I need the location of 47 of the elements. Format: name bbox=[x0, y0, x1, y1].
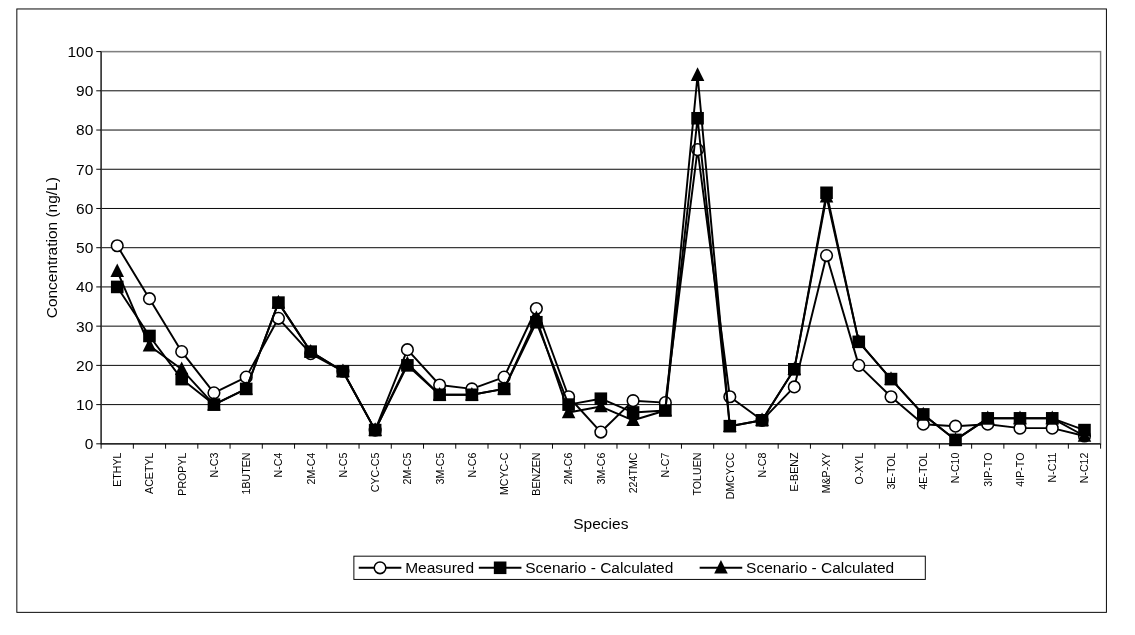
x-tick-label: MCYC-C bbox=[498, 452, 510, 496]
x-tick-label: TOLUEN bbox=[691, 452, 704, 496]
x-tick-label: PROPYL bbox=[175, 452, 188, 496]
legend-label: Scenario - Calculated bbox=[746, 559, 895, 577]
legend-label: Measured bbox=[405, 559, 475, 577]
x-tick-label: E-BENZ bbox=[788, 452, 801, 492]
x-tick-label: N-C11 bbox=[1046, 452, 1059, 483]
x-tick-label: DMCYCC bbox=[723, 452, 736, 500]
y-tick-label: 100 bbox=[67, 43, 94, 61]
x-tick-label: ACETYL bbox=[143, 452, 156, 494]
y-tick-label: 70 bbox=[76, 160, 94, 178]
y-tick-label: 40 bbox=[76, 278, 94, 296]
x-tick-label: 3IP-TO bbox=[981, 452, 994, 487]
x-tick-label: N-C5 bbox=[336, 452, 349, 478]
y-tick-label: 60 bbox=[76, 199, 94, 217]
y-tick-label: 30 bbox=[76, 317, 94, 335]
x-tick-label: CYC-C5 bbox=[369, 452, 382, 493]
x-tick-label: 2M-C5 bbox=[401, 452, 414, 485]
x-tick-label: O-XYL bbox=[852, 452, 865, 485]
x-tick-label: 1BUTEN bbox=[240, 452, 253, 495]
x-tick-label: 2M-C6 bbox=[562, 452, 575, 485]
x-tick-label: 3M-C5 bbox=[433, 452, 446, 485]
x-axis-title: Species bbox=[573, 515, 629, 533]
x-tick-label: BENZEN bbox=[530, 452, 543, 496]
y-tick-label: 10 bbox=[76, 396, 94, 414]
y-tick-label: 90 bbox=[76, 82, 94, 100]
y-axis-title: Concentration (ng/L) bbox=[42, 177, 60, 319]
x-tick-label: N-C12 bbox=[1078, 452, 1091, 484]
x-tick-label: 224TMC bbox=[626, 452, 639, 494]
x-tick-label: N-C7 bbox=[659, 452, 672, 478]
x-tick-label: 3M-C6 bbox=[594, 452, 607, 485]
y-tick-label: 50 bbox=[76, 239, 94, 257]
y-tick-label: 0 bbox=[84, 435, 94, 453]
x-tick-label: ETHYL bbox=[111, 452, 124, 487]
x-tick-label: N-C4 bbox=[272, 452, 285, 478]
x-tick-label: 4E-TOL bbox=[917, 452, 930, 490]
x-tick-label: N-C6 bbox=[465, 452, 478, 478]
x-tick-label: 4IP-TO bbox=[1013, 452, 1026, 487]
y-tick-label: 80 bbox=[76, 121, 94, 139]
x-tick-label: 3E-TOL bbox=[884, 452, 897, 490]
x-tick-label: N-C3 bbox=[207, 452, 220, 478]
x-tick-label: N-C8 bbox=[755, 452, 768, 478]
y-tick-label: 20 bbox=[76, 356, 94, 374]
x-tick-label: N-C10 bbox=[949, 452, 962, 484]
x-tick-label: 2M-C4 bbox=[304, 452, 317, 485]
legend-label: Scenario - Calculated bbox=[525, 559, 674, 577]
x-tick-label: M&P-XY bbox=[820, 452, 833, 494]
